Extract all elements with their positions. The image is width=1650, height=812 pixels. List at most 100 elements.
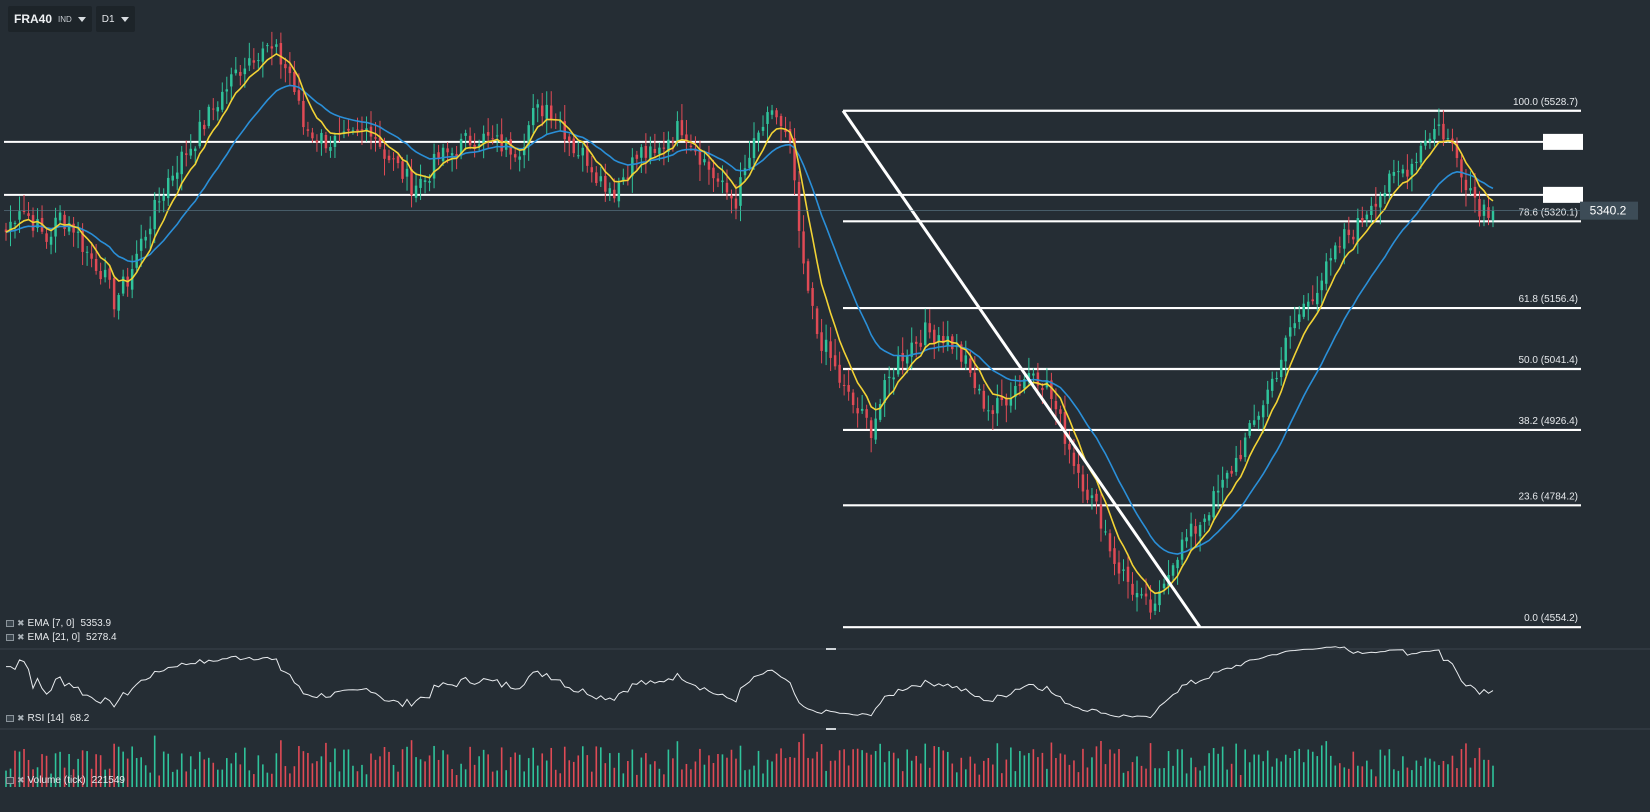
volume-bar xyxy=(45,755,48,787)
volume-bar xyxy=(1384,755,1386,787)
volume-bar xyxy=(1158,768,1161,787)
volume-bar xyxy=(1402,756,1404,787)
horizontal-line-label-box[interactable] xyxy=(1543,133,1583,150)
volume-bar xyxy=(1483,759,1485,787)
candle-body xyxy=(1216,490,1220,493)
settings-icon[interactable] xyxy=(6,715,14,722)
candle-body xyxy=(495,135,499,137)
volume-bar xyxy=(843,749,845,787)
volume-bar xyxy=(235,752,237,787)
candle-body xyxy=(1072,452,1076,466)
candle-body xyxy=(1041,387,1044,391)
candle-body xyxy=(1482,204,1486,216)
candle-body xyxy=(626,177,630,180)
volume-bar xyxy=(36,767,39,787)
volume-bar xyxy=(1316,756,1319,787)
fib-level-label: 23.6 (4784.2) xyxy=(1519,491,1579,502)
settings-icon[interactable] xyxy=(6,777,14,784)
candle-body xyxy=(423,180,427,182)
candle-body xyxy=(293,71,296,93)
volume-bar xyxy=(1068,764,1071,787)
candle-body xyxy=(779,116,783,127)
candle-body xyxy=(1442,123,1445,140)
close-icon[interactable]: ✖ xyxy=(17,618,25,628)
volume-bar xyxy=(230,763,233,787)
volume-bar xyxy=(1091,757,1093,787)
candle-body xyxy=(1063,412,1067,444)
horizontal-line-label-box[interactable] xyxy=(1543,186,1583,203)
volume-bar xyxy=(284,766,287,787)
legend-rsi[interactable]: ✖ RSI [14] 68.2 xyxy=(6,713,89,724)
volume-bar xyxy=(1311,751,1314,787)
volume-bar xyxy=(1149,743,1152,787)
legend-ema-fast[interactable]: ✖ EMA [7, 0] 5353.9 xyxy=(6,618,111,629)
candle-body xyxy=(446,148,449,153)
candle-body xyxy=(653,148,657,153)
candle-body xyxy=(1388,173,1391,193)
volume-bar xyxy=(563,746,566,787)
fibonacci-retracement[interactable]: 100.0 (5528.7) 78.6 (5320.1) 61.8 (5156.4)… xyxy=(843,97,1581,629)
volume-bar xyxy=(491,771,494,787)
volume-bar xyxy=(388,751,390,787)
candle-body xyxy=(1149,599,1152,613)
close-icon[interactable]: ✖ xyxy=(17,632,25,642)
volume-bar xyxy=(1320,745,1323,787)
volume-bar xyxy=(865,752,868,787)
candle-body xyxy=(49,236,53,245)
volume-bar xyxy=(302,751,305,787)
trend-line-segment[interactable] xyxy=(841,109,1202,629)
candle-body xyxy=(703,159,706,163)
volume-bar xyxy=(410,740,413,787)
volume-bar xyxy=(1095,746,1098,787)
horizontal-lines[interactable] xyxy=(4,133,1583,203)
legend-ema-fast-value: 5353.9 xyxy=(80,618,112,629)
candle-body xyxy=(257,60,260,62)
candle-body xyxy=(482,133,485,145)
close-icon[interactable]: ✖ xyxy=(17,775,25,785)
volume-bar xyxy=(1298,748,1301,787)
candle-body xyxy=(148,228,152,235)
pane-resize-handle[interactable] xyxy=(826,728,836,730)
pane-resize-handle[interactable] xyxy=(826,648,836,650)
volume-bar xyxy=(703,764,706,787)
symbol-selector[interactable]: FRA40 IND xyxy=(8,6,92,32)
legend-volume[interactable]: ✖ Volume (tick) 221549 xyxy=(6,775,125,786)
volume-bar xyxy=(708,755,710,787)
volume-bar xyxy=(1456,768,1458,787)
fib-level-label: 38.2 (4926.4) xyxy=(1519,416,1579,427)
volume-bar xyxy=(59,751,61,787)
candle-body xyxy=(1311,299,1314,302)
legend-ema-slow[interactable]: ✖ EMA [21, 0] 5278.4 xyxy=(6,632,117,643)
volume-bar xyxy=(221,769,224,787)
settings-icon[interactable] xyxy=(6,634,14,641)
candle-body xyxy=(239,71,242,76)
settings-icon[interactable] xyxy=(6,620,14,627)
volume-bar xyxy=(527,758,530,787)
candle-body xyxy=(1379,196,1382,208)
candle-body xyxy=(473,144,476,149)
volume-bar xyxy=(532,747,535,787)
candle-body xyxy=(1158,590,1161,606)
candle-body xyxy=(166,177,170,199)
volume-bar xyxy=(167,753,170,787)
volume-bar xyxy=(735,758,737,787)
timeframe-selector[interactable]: D1 xyxy=(95,6,135,32)
candle-body xyxy=(108,268,111,280)
volume-bar xyxy=(262,764,264,787)
volume-bar xyxy=(744,770,746,787)
trend-line[interactable] xyxy=(841,109,1202,629)
candle-body xyxy=(1054,400,1058,410)
volume-bar xyxy=(189,756,192,787)
candle-body xyxy=(1261,405,1265,418)
candle-body xyxy=(1356,218,1360,242)
close-icon[interactable]: ✖ xyxy=(17,713,25,723)
candle-body xyxy=(811,288,814,306)
candle-body xyxy=(933,329,936,343)
volume-bar xyxy=(811,758,814,787)
volume-bar xyxy=(870,754,872,787)
candle-body xyxy=(1307,301,1310,307)
volume-bar xyxy=(1217,753,1219,787)
candles xyxy=(4,31,1495,620)
candle-body xyxy=(1239,454,1242,460)
